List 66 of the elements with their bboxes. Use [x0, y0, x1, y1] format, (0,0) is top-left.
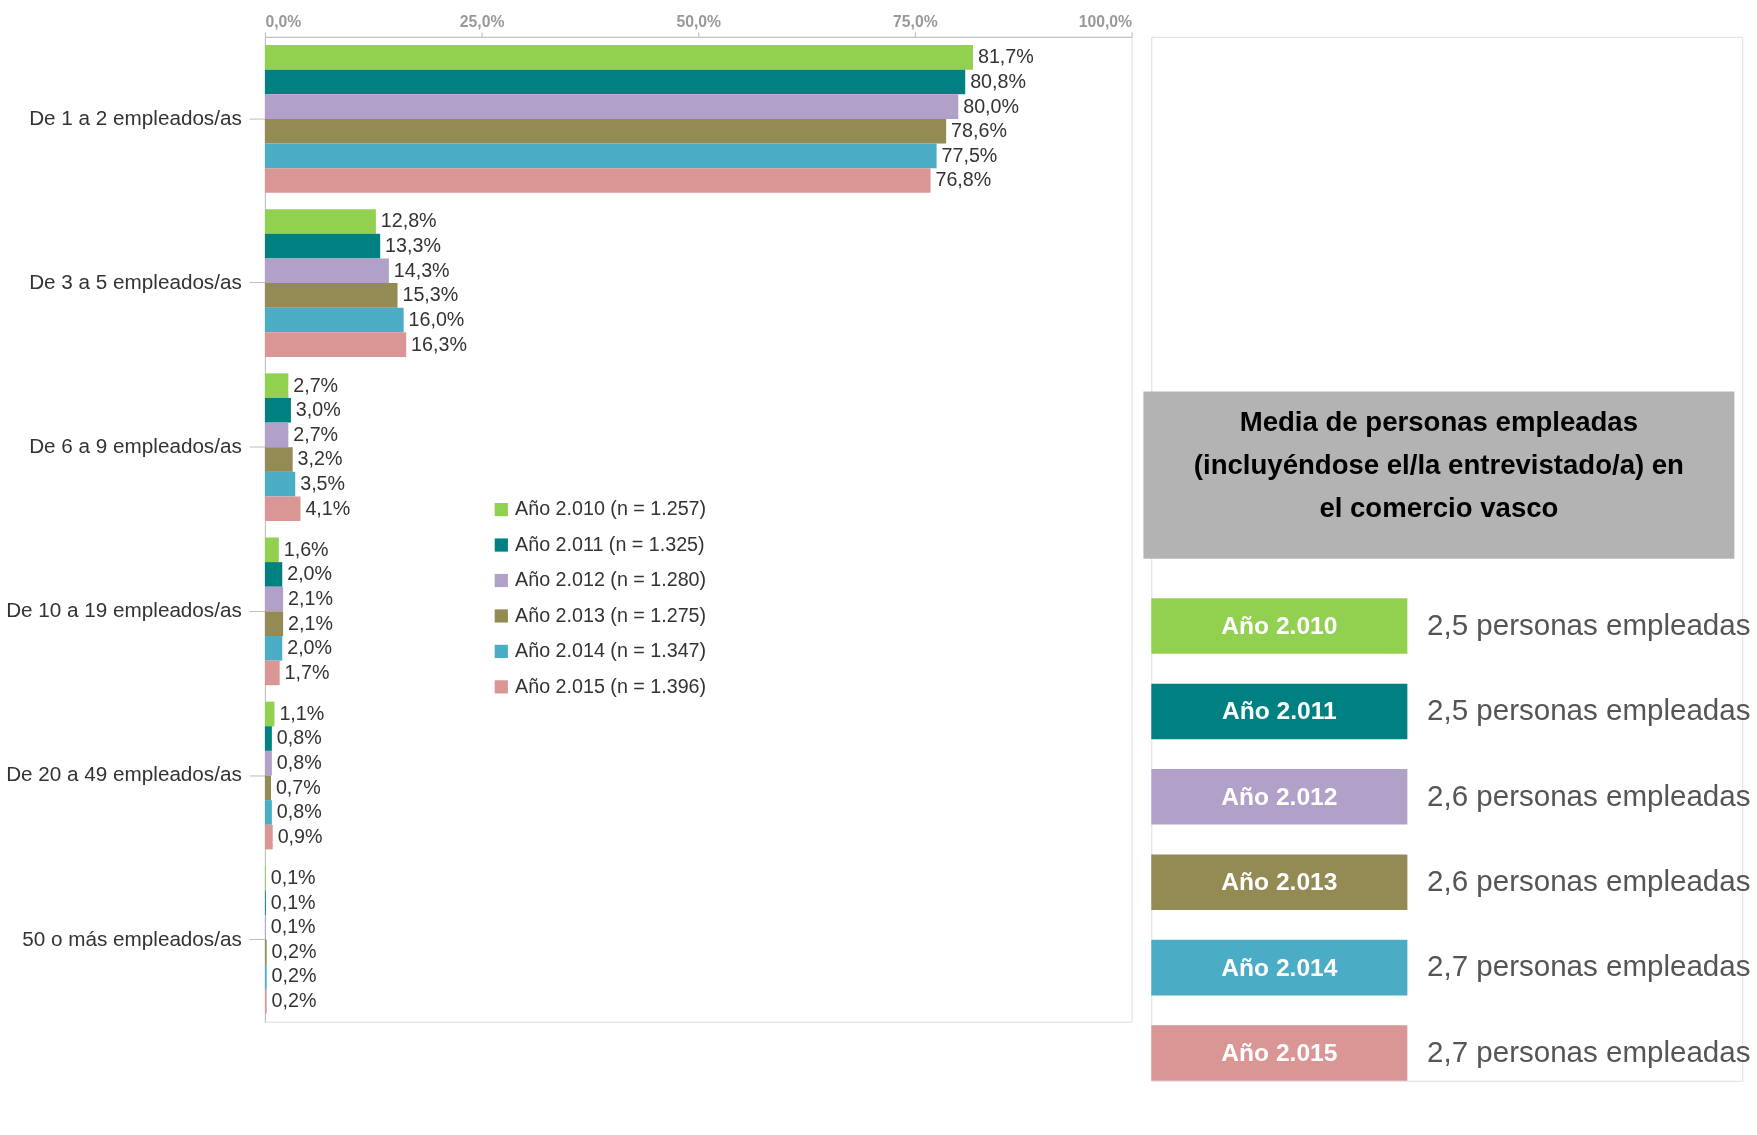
legend-label: Año 2.011 (n = 1.325): [515, 532, 705, 555]
category-label: Año 2.014: [1221, 953, 1338, 981]
category-label: Año 2.011: [1221, 697, 1337, 725]
data-label: 1,6%: [283, 537, 329, 560]
text: 2,7 personas empleadas: [1427, 949, 1751, 983]
text: 2,5 personas empleadas: [1427, 607, 1751, 641]
x-tick-label: 0,0%: [265, 13, 302, 31]
data-label: 14,3%: [393, 258, 450, 281]
legend-label: Año 2.015 (n = 1.396): [515, 674, 707, 697]
data-label: 0,2%: [271, 989, 317, 1012]
data-label: 80,0%: [963, 94, 1020, 117]
data-label: 3,5%: [300, 472, 346, 495]
y-tick-label: De 1 a 2 empleados/as: [29, 105, 242, 129]
data-label: 1,1%: [279, 701, 325, 724]
data-label: 2,0%: [287, 562, 333, 585]
legend-label: Año 2.010 (n = 1.257): [515, 497, 707, 520]
text: 2,7 personas empleadas: [1427, 1034, 1751, 1068]
data-label: 12,8%: [380, 209, 437, 232]
data-label: 16,0%: [408, 307, 465, 330]
data-label: 0,8%: [276, 800, 322, 823]
y-tick-label: De 6 a 9 empleados/as: [29, 434, 242, 458]
data-label: 13,3%: [385, 234, 441, 257]
data-label: 76,8%: [935, 168, 992, 191]
data-label: 0,8%: [276, 751, 322, 774]
data-label: 0,9%: [277, 824, 323, 847]
text: 2,6 personas empleadas: [1427, 864, 1751, 898]
category-label: Año 2.012: [1221, 782, 1338, 810]
category-label: Año 2.015: [1221, 1038, 1338, 1066]
x-tick-label: 75,0%: [893, 13, 938, 31]
data-label: 0,1%: [270, 866, 316, 888]
data-label: 1,7%: [284, 660, 330, 683]
data-label: 2,7%: [293, 422, 339, 445]
legend-label: Año 2.012 (n = 1.280): [515, 568, 707, 591]
data-label: 0,1%: [270, 915, 316, 938]
category-label: Año 2.010: [1221, 611, 1338, 639]
legend-label: Año 2.013 (n = 1.275): [515, 603, 707, 626]
x-tick-label: 100,0%: [1078, 13, 1133, 31]
x-tick-label: 25,0%: [459, 13, 505, 31]
data-label: 77,5%: [941, 143, 998, 166]
data-label: 2,0%: [287, 636, 333, 659]
legend-label: Año 2.014 (n = 1.347): [515, 639, 707, 662]
y-tick-label: De 3 a 5 empleados/as: [29, 269, 242, 293]
y-tick-label: 50 o más empleados/as: [22, 926, 242, 950]
data-label: 0,1%: [270, 890, 316, 913]
data-label: 15,3%: [402, 283, 459, 306]
data-label: 0,7%: [275, 775, 321, 798]
data-label: 0,8%: [276, 726, 322, 749]
data-label: 2,7%: [293, 373, 339, 396]
data-label: 16,3%: [411, 332, 467, 355]
data-label: 80,8%: [970, 69, 1026, 92]
data-label: 0,2%: [271, 964, 317, 987]
x-tick-label: 50,0%: [676, 13, 722, 31]
text: 2,6 personas empleadas: [1427, 778, 1751, 812]
text: 2,5 personas empleadas: [1427, 693, 1751, 727]
y-tick-label: De 10 a 19 empleados/as: [6, 598, 242, 622]
data-label: 3,2%: [297, 447, 343, 470]
data-label: 4,1%: [305, 496, 351, 519]
data-label: 2,1%: [288, 586, 333, 609]
data-label: 81,7%: [977, 45, 1034, 68]
category-label: Año 2.013: [1221, 868, 1338, 896]
data-label: 0,2%: [271, 939, 317, 962]
data-label: 3,0%: [295, 398, 341, 421]
data-label: 78,6%: [951, 119, 1007, 142]
y-tick-label: De 20 a 49 empleados/as: [6, 762, 242, 786]
text: Media de personas empleadas (incluyéndose el/la entrevistado/a) en el comercio vasco: [1193, 405, 1684, 524]
data-label: 2,1%: [288, 611, 333, 634]
